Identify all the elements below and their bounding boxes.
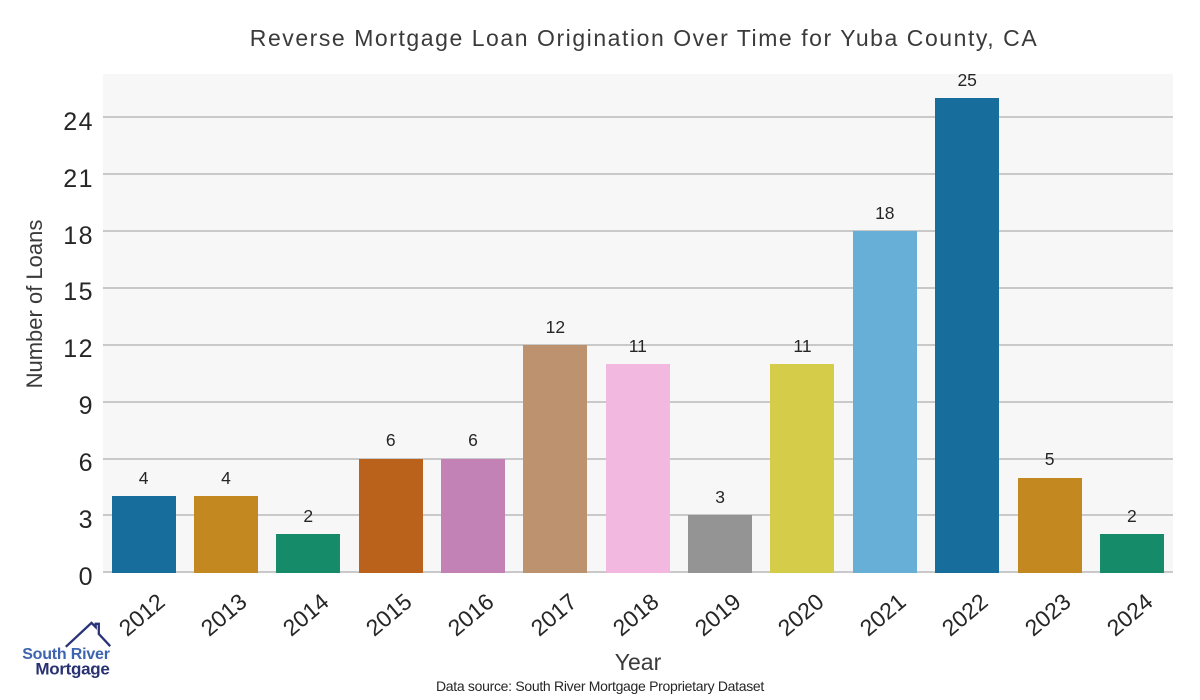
- svg-text:Mortgage: Mortgage: [35, 660, 109, 679]
- svg-text:South River: South River: [22, 646, 110, 663]
